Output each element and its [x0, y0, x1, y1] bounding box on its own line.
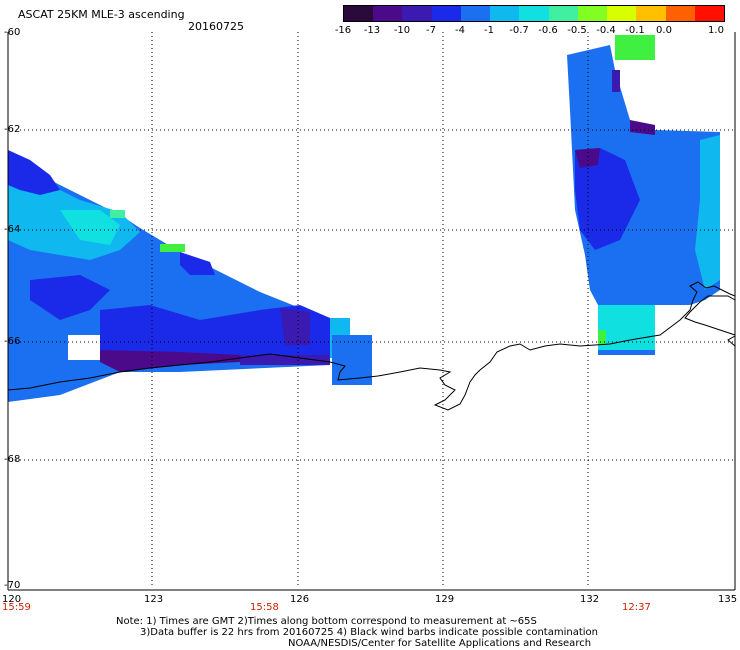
- colorbar-label: -0.6: [538, 25, 558, 36]
- colorbar-segment: [636, 6, 666, 21]
- map-title: ASCAT 25KM MLE-3 ascending: [18, 8, 185, 21]
- colorbar-label: -0.1: [625, 25, 645, 36]
- swath-patch: [612, 70, 620, 92]
- lat-label: -68: [4, 454, 21, 465]
- colorbar-segment: [373, 6, 403, 21]
- swath-patch: [598, 305, 655, 350]
- note-line-2: 3)Data buffer is 22 hrs from 20160725 4)…: [140, 627, 598, 638]
- colorbar-label: 1.0: [708, 25, 724, 36]
- lon-label: 120: [2, 594, 22, 605]
- colorbar-label: -10: [393, 25, 411, 36]
- lat-label: -70: [4, 580, 21, 591]
- lon-label: 132: [580, 594, 600, 605]
- lon-label: 123: [144, 594, 164, 605]
- colorbar-label: -4: [455, 25, 465, 36]
- swath-patch: [100, 350, 240, 372]
- colorbar-segment: [694, 6, 725, 21]
- lat-label: -64: [4, 224, 21, 235]
- time-label: 12:37: [622, 602, 651, 613]
- note-line-1: Note: 1) Times are GMT 2)Times along bot…: [116, 616, 537, 627]
- colorbar-segment: [577, 6, 608, 21]
- swath-patch: [100, 305, 330, 360]
- colorbar-label: -13: [363, 25, 381, 36]
- swath-base: [567, 45, 720, 355]
- swath-patch: [160, 244, 185, 252]
- swath-patch: [695, 135, 720, 290]
- colorbar-label: -1: [484, 25, 494, 36]
- swath-patch: [615, 35, 655, 60]
- swath-patch: [280, 308, 310, 345]
- map-date: 20160725: [188, 20, 244, 33]
- swath-patch: [180, 252, 215, 275]
- lon-label: 135: [718, 594, 738, 605]
- swath-patch: [8, 150, 60, 195]
- colorbar-segment: [519, 6, 549, 21]
- swath-patch: [60, 210, 120, 245]
- lat-label: -66: [4, 336, 21, 347]
- graticule: [8, 32, 735, 588]
- colorbar-segment: [607, 6, 637, 21]
- colorbar-segment: [548, 6, 578, 21]
- swath-patch: [575, 148, 600, 168]
- antarctic-coastline: [7, 281, 736, 411]
- swath-patch: [240, 355, 330, 365]
- colorbar: [343, 5, 725, 22]
- colorbar-label: -0.7: [509, 25, 529, 36]
- lon-label: 129: [435, 594, 455, 605]
- swath-patch: [575, 148, 640, 250]
- swath-patch: [110, 210, 125, 218]
- swath-patch: [68, 335, 100, 360]
- colorbar-segment: [402, 6, 432, 21]
- lat-label: -60: [4, 27, 21, 38]
- time-label: 15:59: [2, 602, 31, 613]
- note-line-3: NOAA/NESDIS/Center for Satellite Applica…: [288, 638, 592, 649]
- colorbar-segment: [431, 6, 461, 21]
- colorbar-segment: [665, 6, 695, 21]
- colorbar-label: -7: [426, 25, 436, 36]
- wind-data-swath-east: [567, 35, 720, 355]
- lon-label: 126: [290, 594, 310, 605]
- time-label: 15:58: [250, 602, 279, 613]
- colorbar-label: 0.0: [656, 25, 672, 36]
- swath-patch: [630, 120, 655, 135]
- swath-patch: [30, 275, 110, 320]
- colorbar-label: -0.5: [567, 25, 587, 36]
- colorbar-segment: [490, 6, 520, 21]
- colorbar-segment: [460, 6, 491, 21]
- wind-data-swath-west: [8, 150, 372, 402]
- lat-label: -62: [4, 124, 21, 135]
- colorbar-label: -0.4: [596, 25, 616, 36]
- colorbar-segment: [344, 6, 374, 21]
- colorbar-label: -16: [334, 25, 352, 36]
- swath-patch: [598, 330, 606, 345]
- map-frame: [7, 32, 736, 591]
